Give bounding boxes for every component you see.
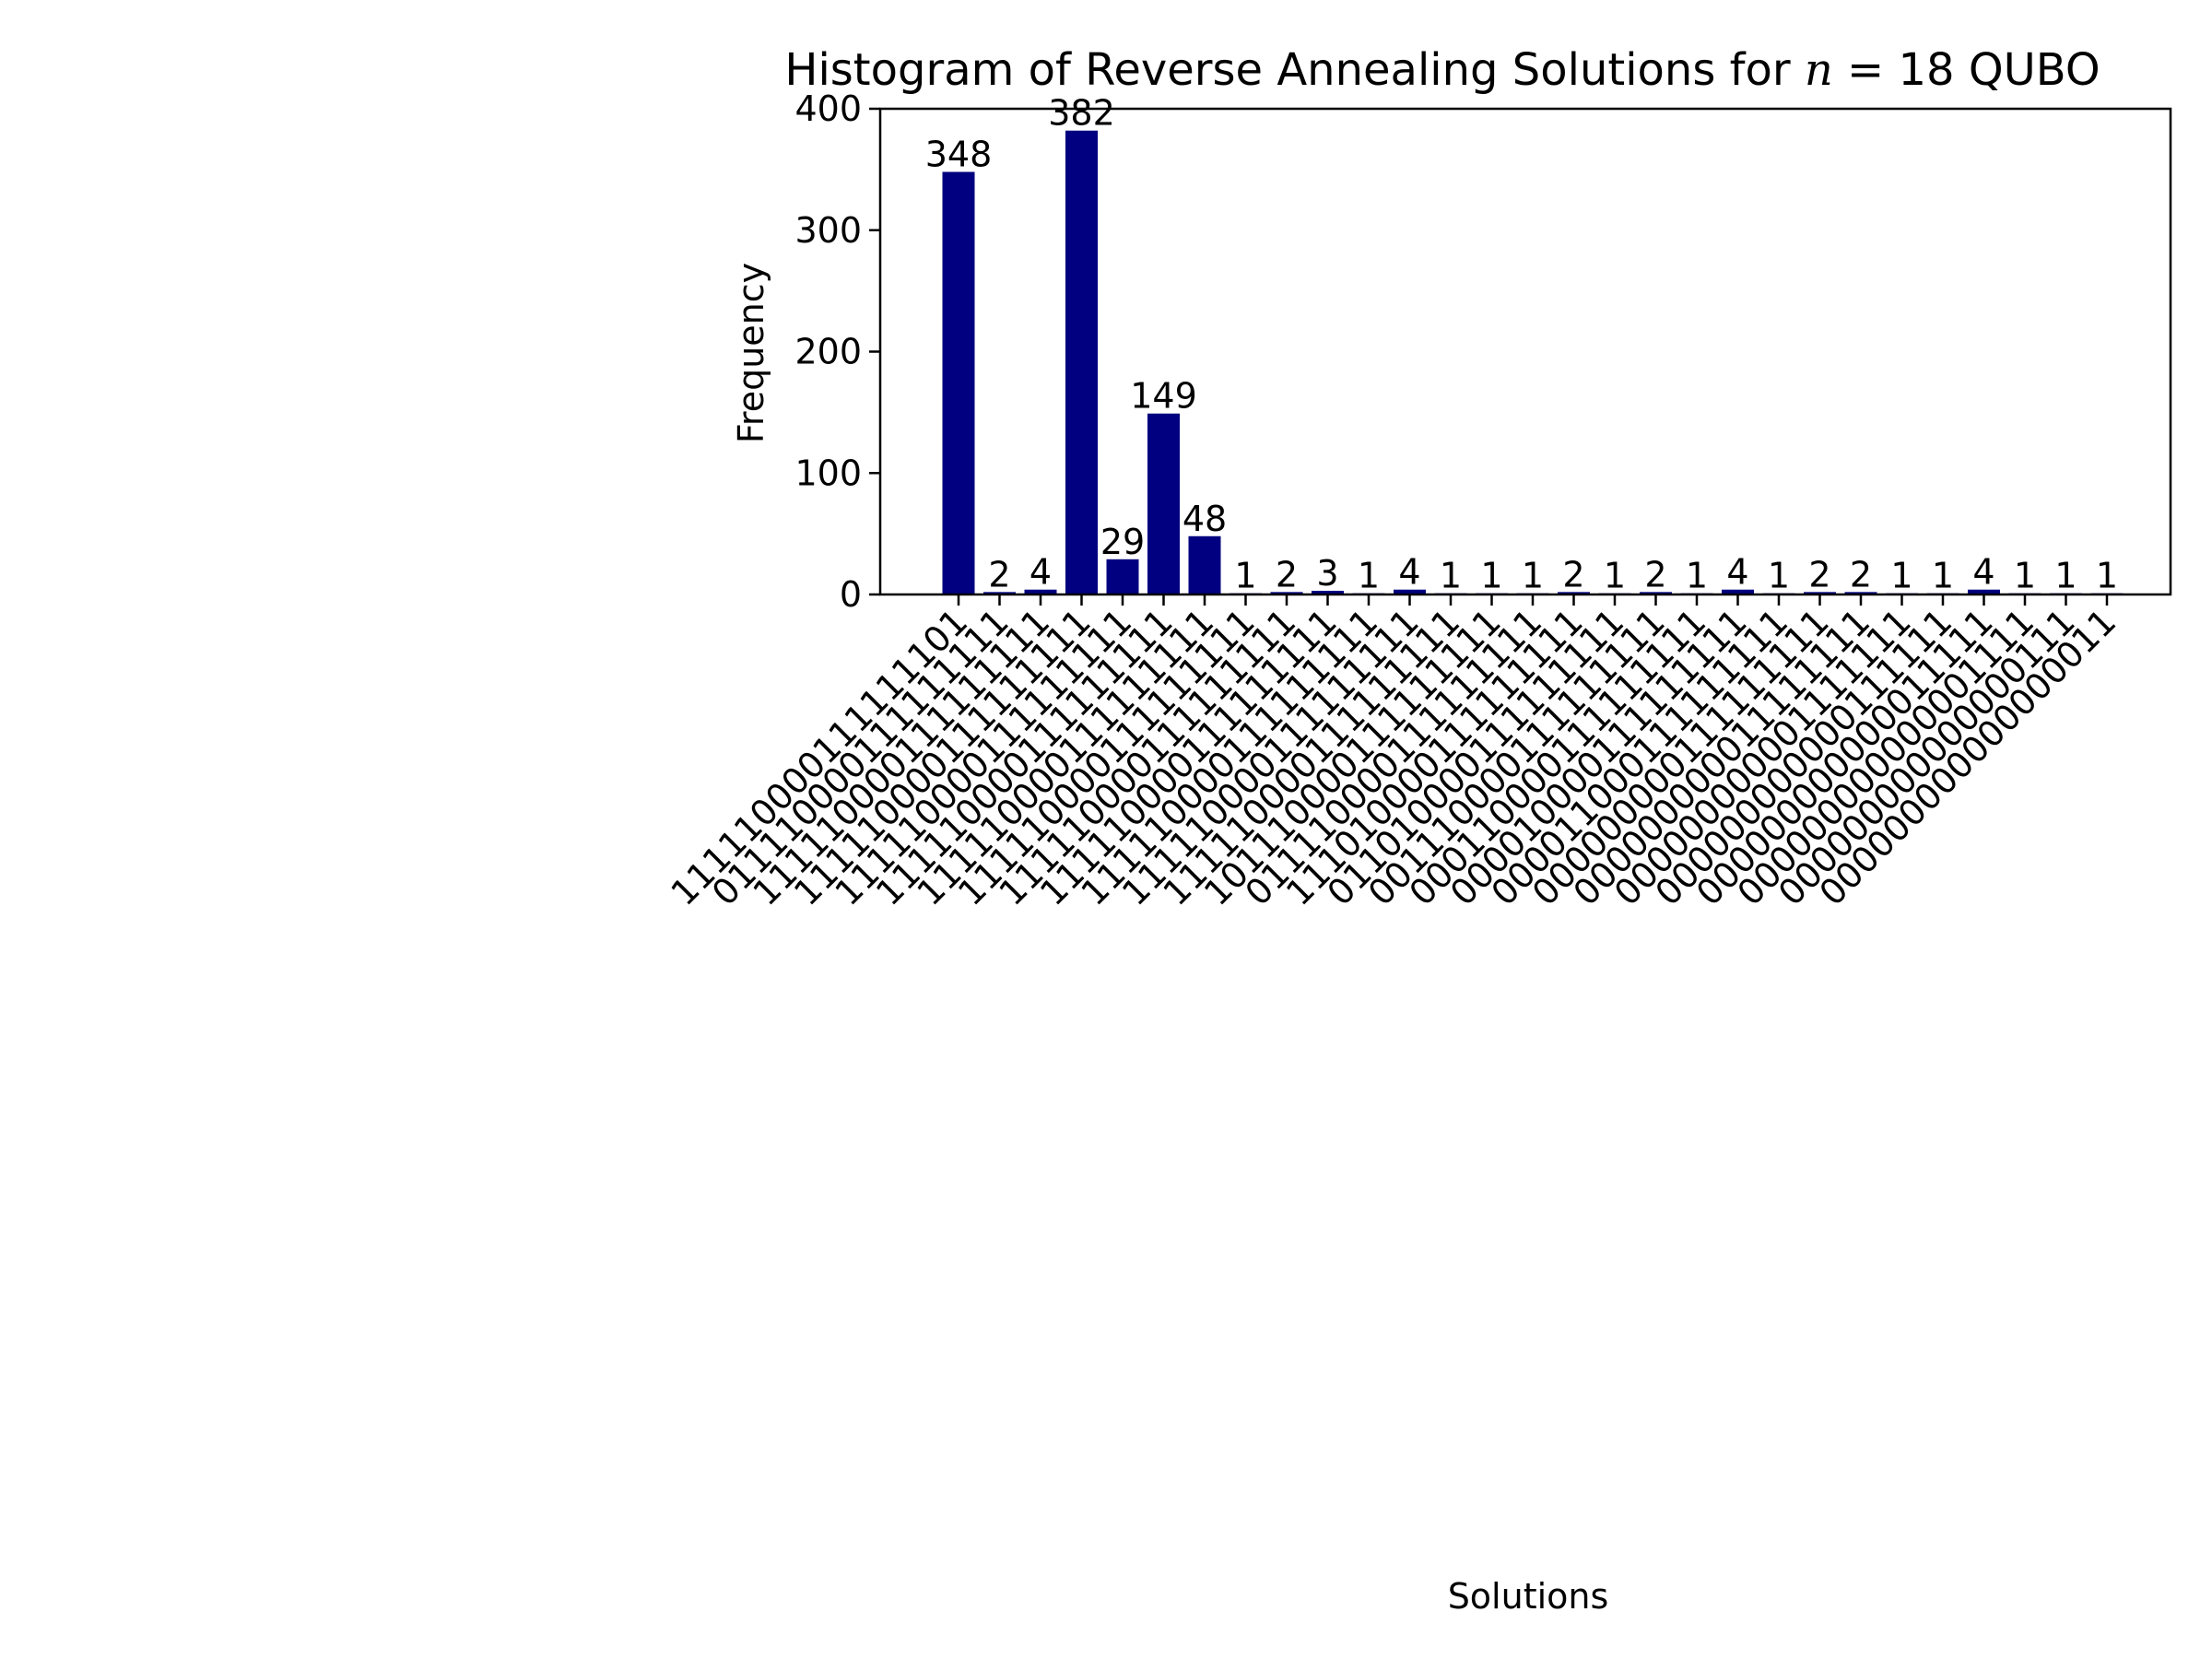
bar [1147,413,1180,594]
bar-value-label: 1 [2096,556,2118,596]
y-tick-label: 100 [794,453,862,493]
bar-value-label: 4 [1030,552,1052,593]
y-tick-label: 0 [840,574,862,615]
bar-value-label: 2 [1808,554,1830,594]
bar-value-label: 48 [1182,499,1227,539]
bar-value-label: 1 [1686,556,1708,596]
bar [1804,592,1836,594]
bar-value-label: 1 [1768,556,1790,596]
bar [1640,592,1672,594]
bar-value-label: 149 [1130,376,1197,417]
y-tick-label: 300 [794,210,862,251]
bar-value-label: 1 [1440,556,1462,596]
bar-value-label: 3 [1316,553,1338,594]
bar [983,592,1016,594]
bar-value-label: 2 [1850,554,1872,594]
chart-title: Histogram of Reverse Annealing Solutions… [784,44,2100,96]
bar-value-label: 1 [1604,556,1626,596]
bar [1312,591,1344,594]
bar [1106,559,1139,594]
chart-title-var: n [1805,44,1833,96]
bar-value-label: 348 [925,135,993,175]
bar-value-label: 1 [2014,556,2036,596]
bar [1394,589,1426,594]
bar-value-label: 382 [1048,93,1115,134]
x-axis: 1111100001111111010111100001111111111111… [664,594,2124,913]
y-tick-label: 200 [794,332,862,372]
bar-value-label: 4 [1726,552,1748,593]
bar-value-label: 2 [1276,554,1298,594]
y-tick-label: 400 [794,88,862,129]
bar [1558,592,1590,594]
bar-value-label: 29 [1100,522,1145,562]
bar-value-label: 1 [2054,556,2077,596]
bar-value-label: 1 [1234,556,1256,596]
bar-value-label: 2 [1644,554,1666,594]
bar-value-label: 2 [1562,554,1584,594]
bar [1844,592,1877,594]
bar [1188,535,1221,594]
bar-value-label: 1 [1358,556,1380,596]
x-axis-label: Solutions [1448,1576,1609,1617]
y-axis: 0 100 200 300 400 [794,88,880,615]
bar-value-label: 1 [1522,556,1544,596]
bar [1024,589,1057,594]
bar-value-label: 2 [988,554,1010,594]
chart-title-prefix: Histogram of Reverse Annealing Solutions… [784,44,1804,96]
bar [1722,589,1754,594]
bar-value-label: 4 [1398,552,1420,593]
plot-frame [878,107,2172,596]
y-axis-label: Frequency [731,263,771,443]
bar-value-label: 4 [1972,552,1994,593]
chart-title-suffix: = 18 QUBO [1833,44,2100,96]
bar [1065,130,1098,594]
bar-value-label: 1 [1932,556,1954,596]
bar [1968,589,2000,594]
bar [942,171,975,594]
bar-value-label: 1 [1890,556,1912,596]
bar [1270,592,1303,594]
bar-value-label: 1 [1480,556,1502,596]
